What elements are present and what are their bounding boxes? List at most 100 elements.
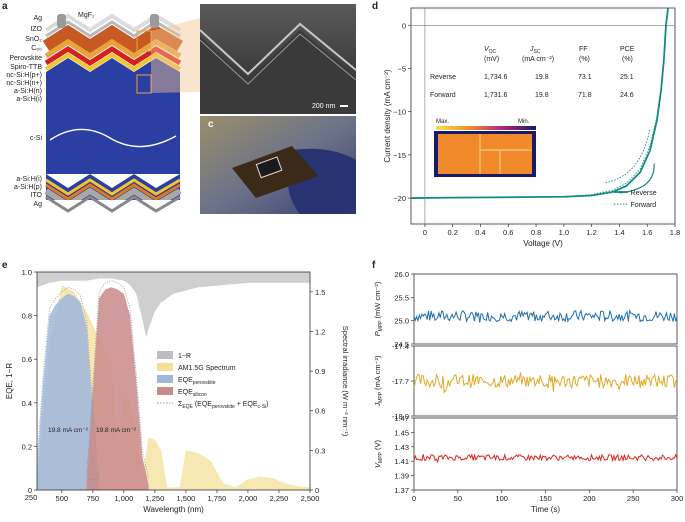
jv-xtick-label: 1.2 [586, 228, 596, 237]
c-si-break-line [49, 128, 177, 148]
ag-finger-right [150, 14, 159, 28]
row-forward-name: Forward [430, 92, 456, 99]
jv-legend-reverse: Reverse [631, 190, 657, 197]
mpp-xtick-label: 100 [495, 494, 508, 503]
mpp-frame-2 [413, 417, 678, 491]
mpp-xtick-label: 250 [627, 494, 640, 503]
row-reverse-pce: 25.1 [620, 74, 634, 81]
el-map-active [438, 134, 532, 174]
jv-xtick-label: 1.6 [642, 228, 652, 237]
mpp-xtick-label: 200 [583, 494, 596, 503]
eqe-frame [36, 271, 311, 491]
c-si-layer [46, 92, 180, 174]
jv-xtick-label: 0.6 [503, 228, 513, 237]
panel-d-chart: 0 0.2 0.4 0.6 0.8 1.0 1.2 1.4 1.6 1.8 0 −5 −10 −15 −20… [383, 7, 680, 248]
table-head-pce-unit: (%) [622, 56, 633, 63]
legend-eqe-pero: EQEperovskite [178, 377, 216, 386]
row-reverse-name: Reverse [430, 74, 456, 81]
eqe-y2tick-label: 0 [315, 486, 319, 495]
legend-sum: ΣEQE (EQEperovskite + EQEc-Si) [178, 401, 269, 410]
mpp-ylabel-unit: (mA cm⁻²) [373, 355, 382, 392]
jv-legend-forward: Forward [631, 202, 657, 209]
row-forward-pce: 24.6 [620, 92, 634, 99]
eqe-xtick-label: 500 [56, 494, 69, 503]
mpp-ytick-label: 1.41 [394, 457, 409, 466]
row-reverse-jsc: 19.8 [535, 74, 549, 81]
colorbar-max: Max. [436, 119, 449, 125]
row-reverse-ff: 73.1 [578, 74, 592, 81]
inset-marker-bottom [136, 74, 152, 94]
eqe-si-jsc: 19.8 mA cm⁻² [96, 427, 137, 434]
mpp-ylabel-1: JMPP (mA cm⁻²) [373, 355, 384, 408]
mpp-ytick-label: -17.4 [392, 342, 409, 351]
mpp-ylabel-sub: MPP [378, 320, 384, 332]
eqe-xlabel: Wavelength (nm) [143, 505, 204, 514]
layer-label-8: a-Si:H(n) [14, 88, 42, 95]
mpp-ylabel-var: J [373, 403, 382, 408]
eqe-xtick-label: 1,000 [114, 494, 133, 503]
mpp-line-2 [413, 452, 678, 464]
jv-ytick-label: 0 [402, 21, 406, 30]
jv-frame [410, 7, 676, 225]
a-si-bottom-layer [45, 178, 181, 196]
mpp-xlabel: Time (s) [531, 505, 560, 514]
jv-xtick-label: 0.8 [531, 228, 541, 237]
panel-a-label: a [2, 1, 8, 12]
mpp-ylabel-var: V [373, 462, 382, 468]
c-si-top [46, 58, 180, 92]
mpp-ytick-label: 1.47 [394, 414, 409, 423]
mpp-ylabel-2: VMPP (V) [373, 440, 384, 468]
th-v: V [484, 46, 490, 53]
layer-label-13: ITO [30, 192, 42, 199]
jv-ytick-label: −15 [393, 151, 406, 160]
jv-forward-arrow [605, 128, 651, 183]
table-head-jsc-unit: (mA cm⁻²) [522, 56, 554, 63]
th-j-sub: SC [534, 49, 541, 55]
eqe-pero-jsc: 19.8 mA cm⁻² [48, 427, 89, 434]
table-head-voc-unit: (mV) [484, 56, 499, 63]
jv-xtick-label: 1.8 [670, 228, 680, 237]
mpp-ytick-label: -17.7 [392, 377, 409, 386]
mpp-frame-0 [413, 273, 678, 345]
el-map-inset: Max. Min. [434, 119, 536, 177]
eqe-xtick-label: 1,250 [145, 494, 164, 503]
layer-label-4: Perovskite [9, 55, 42, 62]
perovskite-layer [42, 24, 184, 54]
jv-ytick-label: −5 [397, 64, 406, 73]
mgf2-label: MgF₂ [78, 12, 95, 19]
eqe-ytick-label: 1.0 [22, 268, 32, 277]
a-si-top-layer [44, 52, 182, 72]
legend-swatch-eqe-pero [157, 375, 173, 383]
mpp-ytick-label: 26.0 [394, 270, 409, 279]
th-j: J [529, 46, 534, 53]
panel-f-label: f [372, 260, 376, 271]
eqe-y2tick-label: 0.3 [315, 446, 325, 455]
mpp-ylabel-unit: (V) [373, 440, 382, 453]
legend-swatch-am15 [157, 363, 173, 371]
colorbar [436, 126, 536, 130]
layer-label-9: a-Si:H(i) [16, 96, 42, 103]
eqe-y2tick-label: 0.9 [315, 367, 325, 376]
jv-table: VOC(mV) JSC(mA cm⁻²) FF (%) PCE (%) Reverse 1… [430, 46, 635, 99]
th-v-sub: OC [489, 49, 497, 55]
spiro-layer [44, 39, 182, 59]
mpp-ylabel-sub: MPP [378, 451, 384, 463]
panel-a-stack [42, 13, 200, 213]
table-head-jsc: JSC [529, 46, 541, 55]
panel-c-label: c [208, 119, 214, 130]
mpp-ytick-label: 25.5 [394, 293, 409, 302]
row-forward-jsc: 19.8 [535, 92, 549, 99]
layer-label-5: Spiro-TTB [10, 64, 42, 71]
layer-label-2: SnO₂ [25, 36, 42, 43]
eqe-y2tick-label: 1.2 [315, 327, 325, 336]
eqe-ytick-label: 0.6 [22, 355, 32, 364]
legend-eqe-si: EQEsilicon [178, 389, 207, 398]
legend-am15: AM1.5G Spectrum [178, 365, 236, 372]
row-reverse-voc: 1,734.6 [484, 74, 507, 81]
mpp-ytick-label: -18.0 [392, 412, 409, 421]
legend-1r: 1−R [178, 353, 191, 360]
mpp-xtick-label: 0 [412, 494, 416, 503]
eqe-silicon-area [86, 287, 149, 490]
jv-xlabel: Voltage (V) [523, 239, 563, 248]
